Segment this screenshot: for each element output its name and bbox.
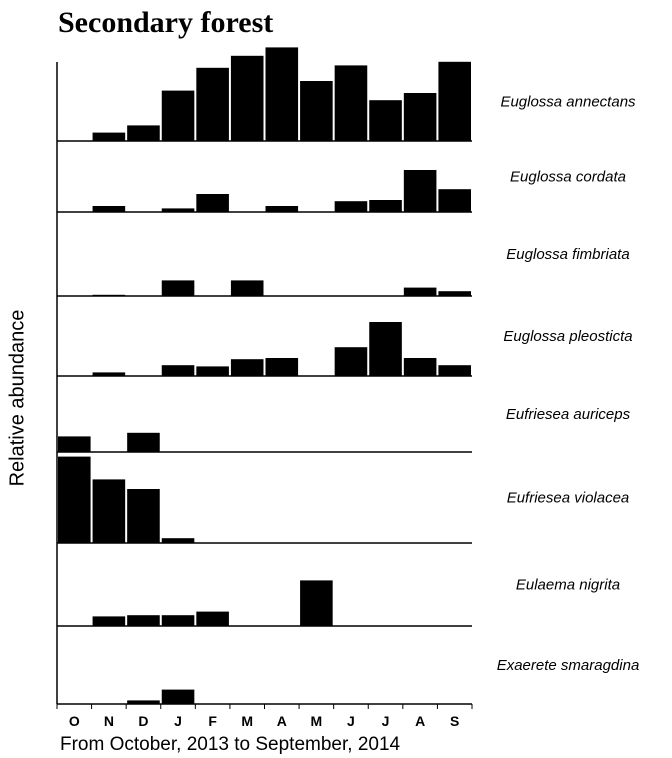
bar [438, 291, 471, 296]
panel-eufriesea-auriceps: Eufriesea auriceps [57, 406, 631, 453]
series-label: Euglossa pleosticta [503, 328, 632, 345]
bar [196, 366, 229, 376]
bar [230, 280, 264, 296]
bar [265, 206, 299, 212]
bar [58, 436, 91, 452]
panel-eulaema-nigrita: Eulaema nigrita [57, 577, 620, 627]
bar [438, 61, 471, 141]
series-label: Eufriesea auriceps [506, 406, 631, 423]
bar [161, 689, 195, 704]
bar [403, 287, 437, 296]
x-tick-label: J [382, 713, 390, 729]
chart-title: Secondary forest [58, 6, 274, 39]
bar [334, 65, 368, 141]
bar [161, 365, 195, 376]
bar [403, 358, 437, 376]
series-label: Euglossa fimbriata [506, 246, 629, 263]
bar [161, 280, 195, 296]
bar [438, 365, 471, 376]
x-tick-label: J [174, 713, 182, 729]
bar [230, 55, 264, 141]
bar [127, 615, 160, 626]
x-tick-label: J [347, 713, 355, 729]
bar [369, 200, 402, 212]
bar [334, 347, 368, 376]
bar [334, 201, 368, 212]
series-label: Euglossa annectans [500, 94, 636, 111]
bar [265, 358, 299, 376]
series-label: Euglossa cordata [510, 169, 626, 186]
x-tick-label: D [138, 713, 148, 729]
y-axis-label: Relative abundance [6, 309, 29, 487]
x-tick-label: M [241, 713, 253, 729]
x-tick-label: A [415, 713, 425, 729]
bar [438, 189, 471, 212]
bar [369, 100, 402, 141]
x-tick-label: F [208, 713, 217, 729]
panel-euglossa-fimbriata: Euglossa fimbriata [57, 246, 630, 297]
panel-euglossa-annectans: Euglossa annectans [57, 47, 636, 142]
bar [127, 125, 160, 141]
x-tick-label: A [277, 713, 287, 729]
x-axis-label: From October, 2013 to September, 2014 [60, 734, 401, 755]
bar [369, 322, 402, 376]
panel-euglossa-pleosticta: Euglossa pleosticta [57, 322, 633, 377]
bar [161, 90, 195, 141]
bar [265, 47, 299, 141]
bar [196, 194, 229, 212]
series-label: Eufriesea violacea [507, 490, 630, 507]
x-tick-label: N [104, 713, 114, 729]
bar [92, 132, 126, 141]
bar [92, 372, 126, 376]
bar [127, 700, 160, 704]
bar [127, 489, 160, 543]
panel-exaerete-smaragdina: Exaerete smaragdina [57, 657, 640, 705]
x-tick-label: S [450, 713, 459, 729]
series-label: Eulaema nigrita [516, 577, 620, 594]
x-tick-label: O [69, 713, 80, 729]
bar [196, 611, 229, 626]
bar [161, 208, 195, 212]
x-tick-label: M [311, 713, 323, 729]
bar [92, 206, 126, 212]
bar [161, 538, 195, 543]
bar [230, 359, 264, 376]
bar [403, 170, 437, 212]
bar [403, 93, 437, 141]
bar [196, 67, 229, 141]
bar [92, 616, 126, 626]
bar [127, 432, 160, 452]
series-label: Exaerete smaragdina [497, 657, 640, 674]
bar [92, 479, 126, 543]
panel-eufriesea-violacea: Eufriesea violacea [57, 456, 630, 544]
panel-euglossa-cordata: Euglossa cordata [57, 169, 626, 213]
bar [300, 580, 333, 626]
bar [161, 615, 195, 626]
bar [58, 456, 91, 543]
bar [300, 81, 333, 141]
